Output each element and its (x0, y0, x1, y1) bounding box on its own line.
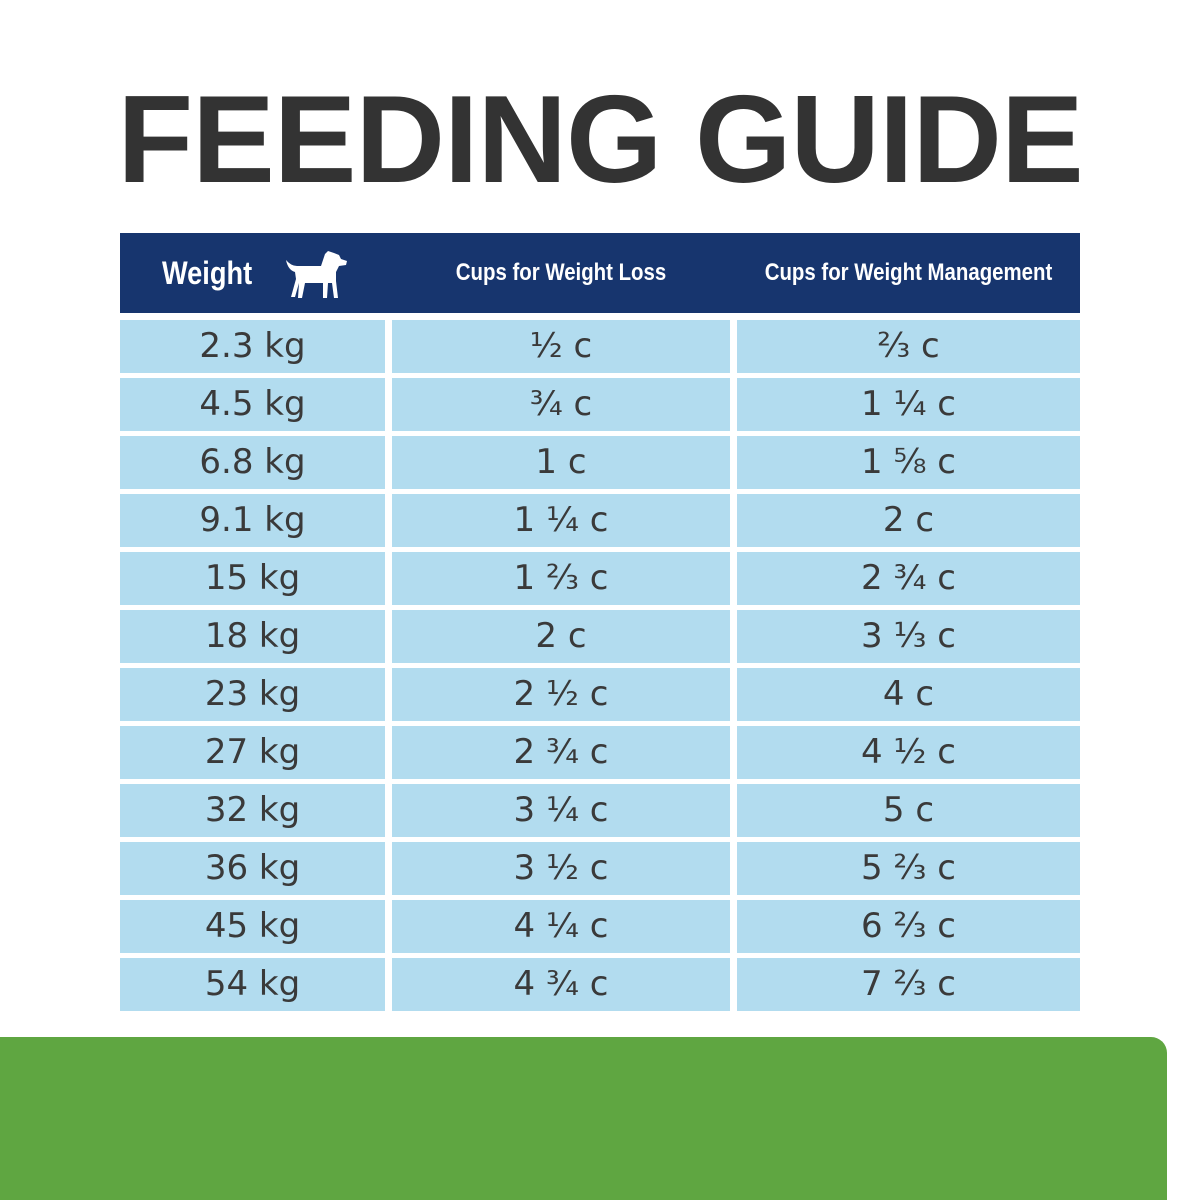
table-cell: 2 ¾ c (737, 552, 1080, 605)
dog-icon (286, 251, 347, 298)
table-cell: 45 kg (120, 900, 385, 953)
table-cell: 2 ¾ c (392, 726, 730, 779)
table-cell: 3 ½ c (392, 842, 730, 895)
table-cell: 1 ⅝ c (737, 436, 1080, 489)
table-cell: 36 kg (120, 842, 385, 895)
column-header: Cups for Weight Management (764, 259, 1053, 286)
table-cell: 4.5 kg (120, 378, 385, 431)
table-cell: ½ c (392, 320, 730, 373)
table-cell: 1 c (392, 436, 730, 489)
table-cell: 2 c (737, 494, 1080, 547)
table-header: Weight Cups for Weight Loss Cups for Wei… (120, 233, 1080, 313)
table-cell: 6.8 kg (120, 436, 385, 489)
table-cell: ¾ c (392, 378, 730, 431)
table-cell: 4 ¾ c (392, 958, 730, 1011)
table-cell: 5 c (737, 784, 1080, 837)
table-cell: 7 ⅔ c (737, 958, 1080, 1011)
table-cell: ⅔ c (737, 320, 1080, 373)
title: FEEDING GUIDE (117, 71, 1083, 209)
table-cell: 6 ⅔ c (737, 900, 1080, 953)
table-cell: 3 ⅓ c (737, 610, 1080, 663)
table-cell: 2.3 kg (120, 320, 385, 373)
table-cell: 15 kg (120, 552, 385, 605)
table-cell: 9.1 kg (120, 494, 385, 547)
table-cell: 2 c (392, 610, 730, 663)
table-cell: 54 kg (120, 958, 385, 1011)
table-cell: 1 ⅔ c (392, 552, 730, 605)
table-cell: 1 ¼ c (737, 378, 1080, 431)
table-cell: 4 c (737, 668, 1080, 721)
column-header: Cups for Weight Loss (455, 259, 667, 286)
table-cell: 27 kg (120, 726, 385, 779)
column-header: Weight (162, 255, 253, 291)
table-cell: 23 kg (120, 668, 385, 721)
table-cell: 4 ½ c (737, 726, 1080, 779)
table-cell: 32 kg (120, 784, 385, 837)
table-cell: 18 kg (120, 610, 385, 663)
table-cell: 4 ¼ c (392, 900, 730, 953)
table-cell: 5 ⅔ c (737, 842, 1080, 895)
table-cell: 1 ¼ c (392, 494, 730, 547)
table-cell: 3 ¼ c (392, 784, 730, 837)
table-cell: 2 ½ c (392, 668, 730, 721)
footer-panel (0, 1037, 1167, 1200)
